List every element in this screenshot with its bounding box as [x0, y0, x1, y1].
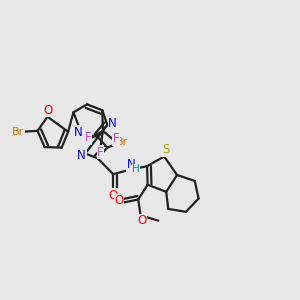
Text: F: F: [85, 131, 92, 144]
Text: S: S: [162, 143, 169, 157]
Text: F: F: [112, 132, 119, 145]
Text: O: O: [137, 214, 147, 227]
Text: N: N: [127, 158, 136, 171]
Text: O: O: [114, 194, 123, 207]
Text: Br: Br: [12, 127, 24, 137]
Text: O: O: [109, 188, 118, 202]
Text: N: N: [108, 117, 117, 130]
Text: N: N: [74, 126, 83, 139]
Text: F: F: [97, 146, 104, 159]
Text: H: H: [132, 164, 140, 174]
Text: O: O: [43, 104, 52, 117]
Text: N: N: [77, 148, 86, 161]
Text: Br: Br: [116, 137, 128, 147]
